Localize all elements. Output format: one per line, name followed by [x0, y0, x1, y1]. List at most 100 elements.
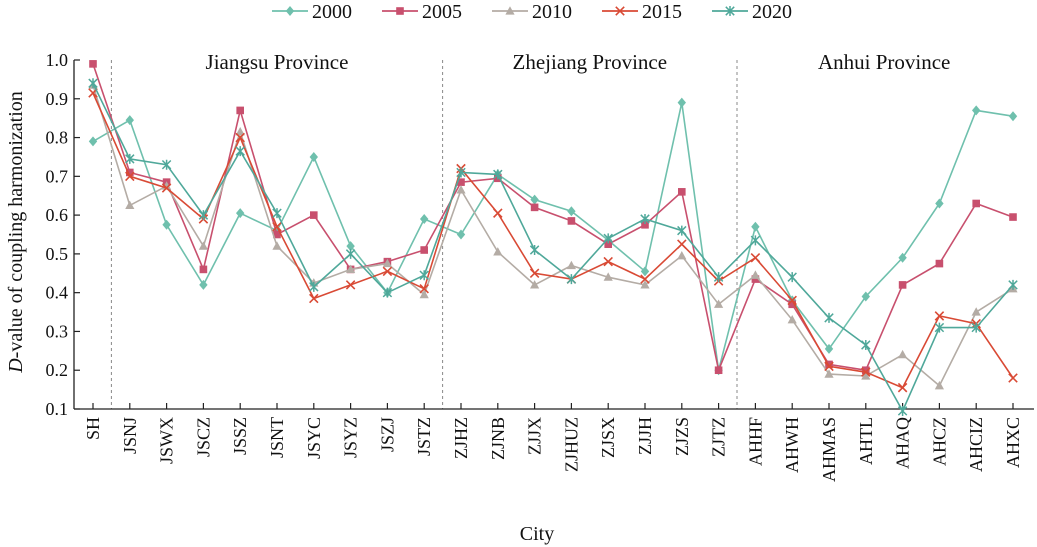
x-axis-title: City [520, 523, 554, 545]
x-tick-label: JSNT [267, 417, 287, 458]
series-line [92, 82, 1014, 413]
data-point [125, 153, 135, 164]
data-point [125, 171, 135, 182]
data-point [787, 295, 797, 306]
data-point [1009, 213, 1017, 221]
data-point [1008, 279, 1018, 290]
data-point [235, 146, 245, 157]
data-point [235, 126, 245, 136]
data-point [420, 246, 428, 254]
data-point [456, 185, 466, 194]
data-point [236, 208, 245, 219]
series-line [92, 92, 1014, 389]
y-tick-label: 0.4 [46, 283, 69, 303]
x-tick-label: AHCZ [929, 417, 949, 466]
legend-item: 2000 [272, 1, 352, 23]
data-point [89, 60, 97, 68]
data-point [897, 382, 908, 393]
data-point [272, 208, 282, 219]
series-2015 [88, 88, 1018, 393]
data-point [603, 272, 613, 281]
data-point [198, 241, 208, 250]
data-point [530, 280, 540, 289]
data-point [971, 322, 981, 333]
legend-marker [615, 6, 625, 16]
y-tick-label: 0.7 [46, 166, 69, 186]
data-point [419, 289, 429, 299]
y-axis-title-rest: -value of coupling harmonization [5, 91, 27, 358]
data-point [346, 241, 355, 252]
data-point [126, 168, 134, 177]
data-point [125, 200, 135, 210]
data-point [272, 221, 282, 232]
data-point [420, 213, 429, 224]
data-point [677, 251, 687, 260]
data-point [309, 281, 319, 292]
y-axis-title: D-value of coupling harmonization [5, 91, 27, 374]
data-point [861, 371, 871, 380]
data-point [825, 360, 833, 369]
region-dividers: Jiangsu Province Zhejiang Province Anhui P… [110, 50, 950, 409]
data-point [787, 315, 797, 324]
data-point [309, 293, 319, 304]
legend-label: 2010 [532, 1, 572, 23]
series-line [92, 102, 1014, 371]
data-point [935, 198, 944, 209]
data-point [161, 159, 172, 170]
data-point [567, 206, 576, 217]
y-axis-title-italic: D [5, 358, 27, 374]
series-line [92, 84, 1014, 387]
data-point [529, 245, 540, 256]
data-point [345, 280, 356, 290]
data-point [456, 167, 466, 178]
y-tick-label: 0.5 [46, 244, 69, 264]
x-tick-label: JSTZ [414, 417, 434, 456]
x-tick-label: AHMAS [819, 417, 839, 482]
data-point [566, 260, 576, 270]
series [88, 60, 1018, 416]
data-point [824, 369, 834, 378]
data-point [787, 272, 797, 283]
data-point [750, 270, 760, 279]
data-point [346, 264, 356, 273]
data-point [824, 361, 834, 372]
data-point [935, 259, 944, 268]
data-point [677, 225, 687, 236]
data-point [493, 169, 503, 180]
legend-item: 2005 [382, 1, 462, 23]
x-tick-label: ZJNB [488, 417, 508, 460]
data-point [1008, 373, 1018, 383]
data-point [236, 106, 244, 115]
data-point [1008, 111, 1018, 122]
legend-marker [505, 6, 515, 15]
data-point [457, 178, 465, 186]
data-point [199, 265, 208, 274]
data-point [751, 275, 760, 283]
legend-item: 2015 [602, 1, 682, 23]
data-point [713, 272, 724, 283]
data-point [751, 221, 760, 232]
data-point [972, 105, 981, 116]
legend-marker [725, 6, 735, 16]
data-point [419, 270, 429, 281]
data-point [530, 194, 539, 205]
data-point [604, 240, 612, 248]
x-tick-label: ZJTZ [709, 417, 729, 457]
data-point [530, 203, 539, 212]
data-point [934, 380, 944, 390]
legend-item: 2010 [492, 1, 572, 23]
data-point [88, 78, 98, 89]
x-tick-label: ZJJX [525, 417, 545, 455]
data-point [898, 252, 907, 263]
data-point [972, 199, 980, 208]
x-tick-label: ZJJH [635, 417, 655, 455]
data-point [382, 287, 393, 298]
y-tick-label: 1.0 [46, 50, 69, 70]
axes [73, 60, 1034, 410]
data-point [125, 115, 134, 126]
series-line [92, 63, 1014, 373]
y-tick-label: 0.9 [46, 89, 69, 109]
data-point [345, 248, 356, 259]
data-point [603, 256, 613, 267]
